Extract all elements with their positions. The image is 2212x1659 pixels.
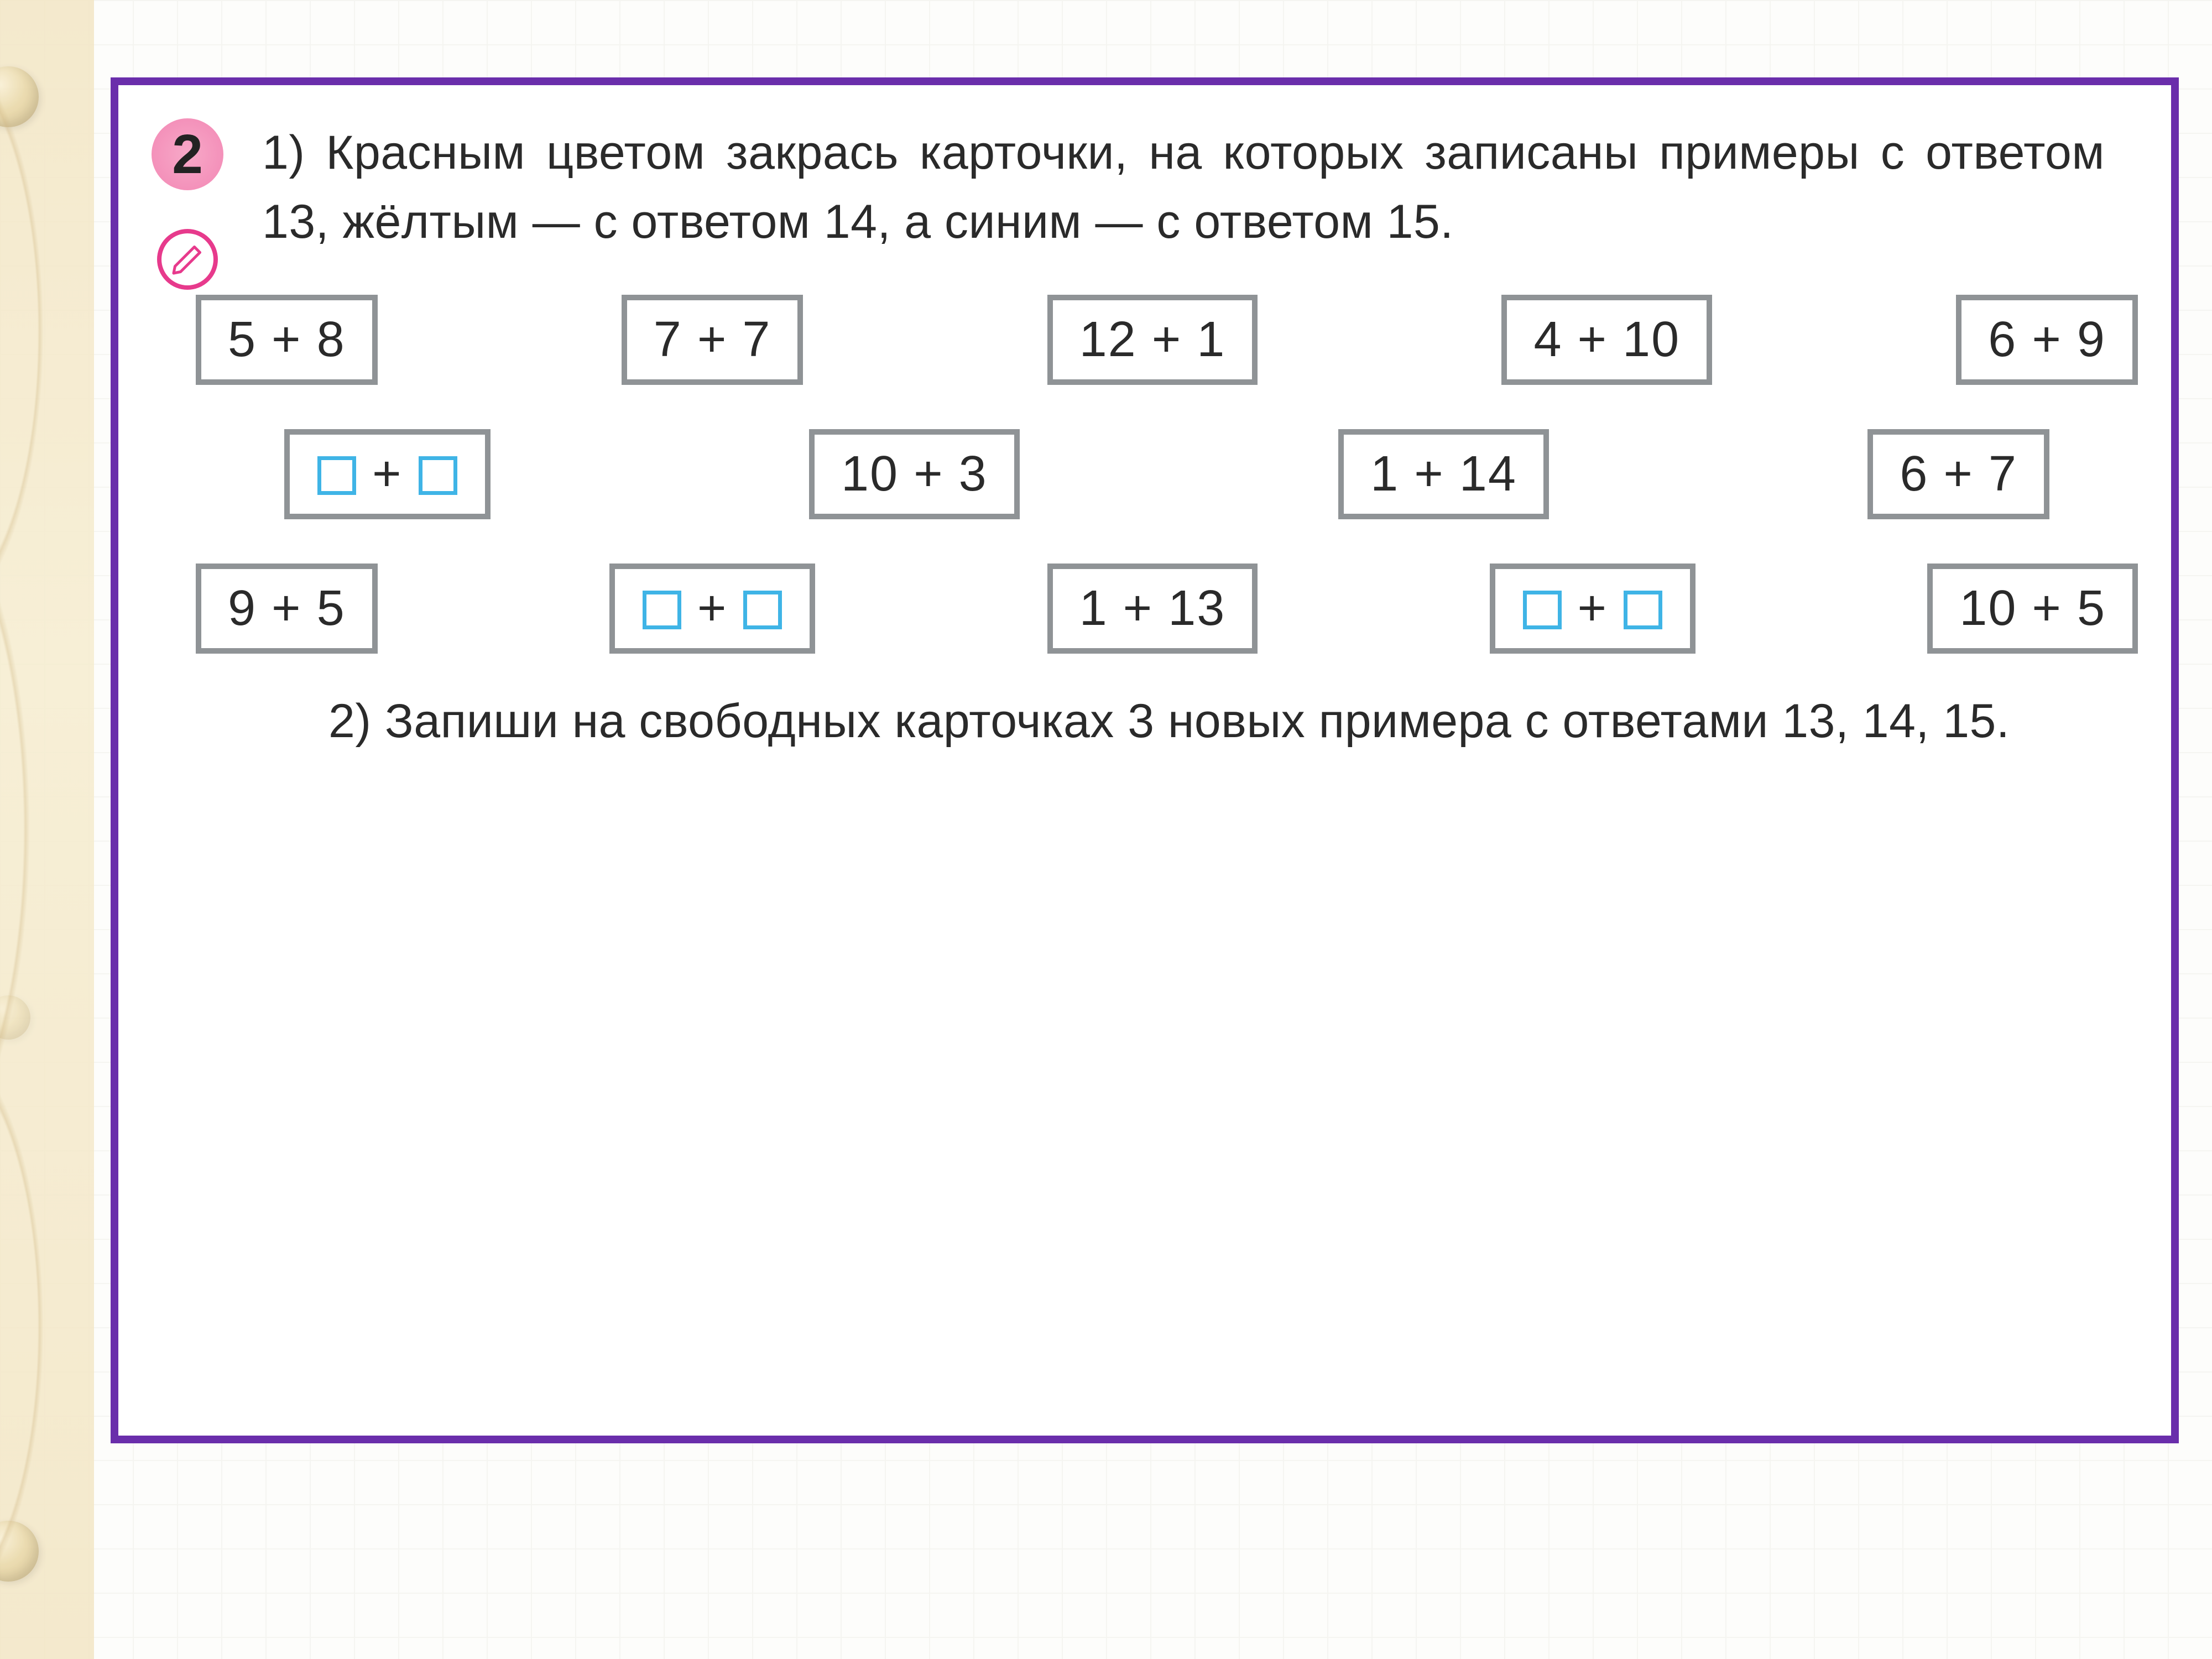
expression-card[interactable]: 6 + 9	[1956, 295, 2138, 385]
decorative-bead	[0, 66, 39, 127]
expression-card[interactable]: 7 + 7	[622, 295, 804, 385]
expression-card[interactable]: 9 + 5	[196, 564, 378, 654]
blank-box[interactable]	[643, 591, 681, 629]
blank-box[interactable]	[1523, 591, 1562, 629]
cards-area: 5 + 8 7 + 7 12 + 1 4 + 10 6 + 9 + 10 + 3 1 + …	[196, 295, 2138, 654]
part1-instructions: 1) Красным цветом закрась карточки, на к…	[262, 118, 2105, 256]
card-row: + 10 + 3 1 + 14 6 + 7	[196, 429, 2138, 519]
blank-box[interactable]	[1624, 591, 1662, 629]
exercise-number: 2	[172, 123, 203, 185]
expression-card[interactable]: 4 + 10	[1501, 295, 1712, 385]
expression-card[interactable]: 12 + 1	[1047, 295, 1258, 385]
blank-box[interactable]	[317, 456, 356, 495]
left-decorative-strip	[0, 0, 94, 1659]
exercise-frame: 2 1) Красным цветом закрась карточки, на…	[111, 77, 2179, 1443]
pencil-icon	[157, 229, 218, 290]
blank-box[interactable]	[743, 591, 782, 629]
expression-card[interactable]: 5 + 8	[196, 295, 378, 385]
exercise-number-badge: 2	[152, 118, 223, 190]
expression-card[interactable]: 6 + 7	[1867, 429, 2049, 519]
expression-card[interactable]: 1 + 13	[1047, 564, 1258, 654]
card-row: 5 + 8 7 + 7 12 + 1 4 + 10 6 + 9	[196, 295, 2138, 385]
part2-instructions: 2) Запиши на свободных карточках 3 новых…	[262, 687, 2105, 756]
decorative-bead	[0, 995, 30, 1040]
expression-card[interactable]: 1 + 14	[1338, 429, 1549, 519]
expression-card[interactable]: 10 + 5	[1927, 564, 2138, 654]
decorative-bead	[0, 1521, 39, 1582]
card-row: 9 + 5 + 1 + 13 + 10 + 5	[196, 564, 2138, 654]
blank-card[interactable]: +	[609, 564, 816, 654]
blank-card[interactable]: +	[1490, 564, 1696, 654]
blank-card[interactable]: +	[284, 429, 491, 519]
blank-box[interactable]	[419, 456, 457, 495]
expression-card[interactable]: 10 + 3	[809, 429, 1020, 519]
